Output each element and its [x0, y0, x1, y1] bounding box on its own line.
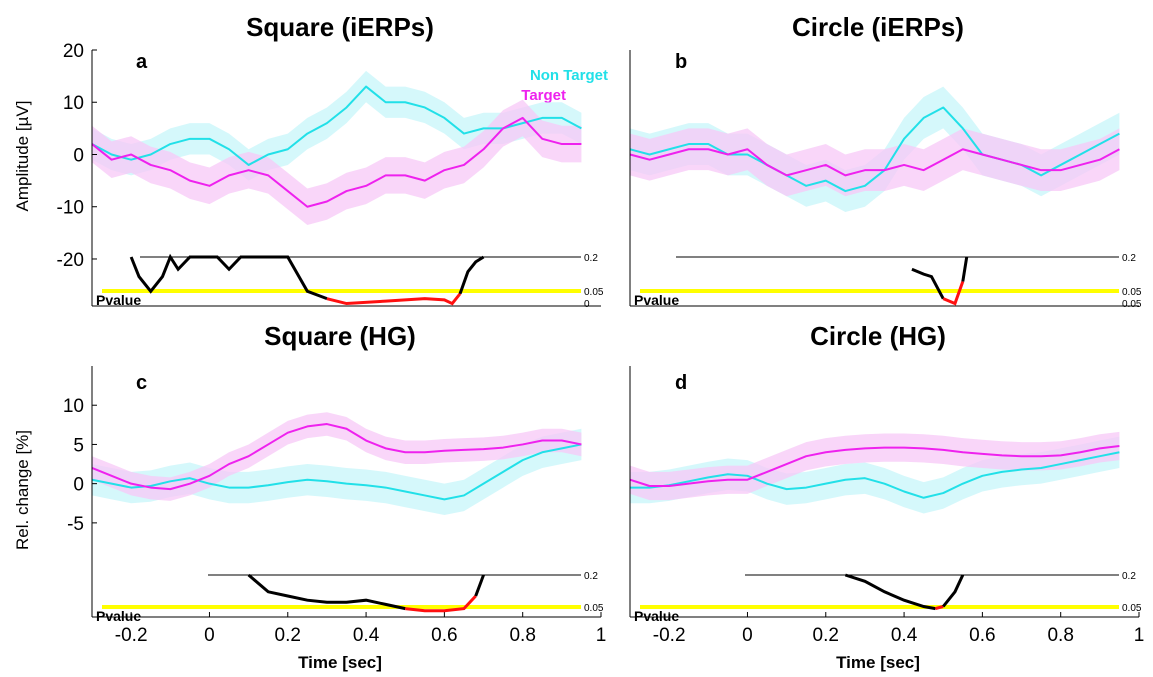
pvalue-curve	[474, 574, 485, 597]
pvalue-ref-label: 0.05	[1122, 299, 1142, 310]
series-line-non-target	[629, 106, 1120, 193]
panel-c: -5 0 5 10 -0.2 0 0.2 0.4 0.6 0.8 1 Pvalue 0.2 0.05	[63, 366, 606, 646]
pvalue-ref-label: 0.05	[1122, 603, 1142, 614]
panel-d: -0.2 0 0.2 0.4 0.6 0.8 1 Pvalue 0.2 0.05	[629, 366, 1145, 646]
legend-non-target: Non Target	[530, 67, 608, 84]
title-circle-ierps: Circle (iERPs)	[792, 12, 964, 42]
y-tick-label: 10	[63, 93, 84, 114]
y-tick-label: 0	[73, 475, 84, 496]
band-non-target	[92, 428, 582, 516]
x-axis-label-time-c: Time [sec]	[298, 653, 382, 672]
x-tick-label: 0.6	[969, 625, 995, 646]
pvalue-label: Pvalue	[96, 608, 141, 624]
x-tick-label: 0.2	[813, 625, 839, 646]
x-tick-label: 0.4	[891, 625, 918, 646]
pvalue-curve	[458, 255, 485, 295]
y-axis-label-rel-change: Rel. change [%]	[13, 430, 32, 550]
legend-target: Target	[521, 87, 566, 104]
pvalue-significant-segment	[405, 594, 477, 613]
pvalue-ref-label: 0.2	[584, 253, 598, 264]
x-tick-label: 0.2	[275, 625, 301, 646]
x-tick-label: 0	[742, 625, 753, 646]
pvalue-curve	[942, 574, 965, 608]
x-tick-label: -0.2	[115, 625, 148, 646]
y-tick-label: -5	[67, 514, 84, 535]
pvalue-ref-label: 0.05	[1122, 287, 1142, 298]
panel-letter-b: b	[675, 51, 687, 73]
x-tick-label: 0.6	[431, 625, 457, 646]
pvalue-label: Pvalue	[96, 292, 141, 308]
band-non-target	[630, 436, 1120, 514]
x-tick-label: 0	[204, 625, 215, 646]
band-target	[630, 431, 1120, 501]
pvalue-label: Pvalue	[634, 292, 679, 308]
x-tick-label: 1	[1134, 625, 1145, 646]
pvalue-curve	[961, 256, 969, 282]
band-target	[92, 412, 582, 501]
series-line-target	[91, 423, 582, 491]
pvalue-significant-segment	[942, 280, 965, 306]
x-tick-label: 0.4	[353, 625, 380, 646]
pvalue-label: Pvalue	[634, 608, 679, 624]
panel-letter-d: d	[675, 372, 687, 394]
pvalue-ref-label: 0.05	[584, 287, 604, 298]
y-axis-label-amplitude: Amplitude [µV]	[13, 101, 32, 212]
band-target	[92, 99, 582, 226]
title-square-ierps: Square (iERPs)	[246, 12, 434, 42]
pvalue-curve	[129, 253, 328, 301]
pvalue-ref-label: 0.2	[1122, 571, 1136, 582]
series-line-non-target	[91, 443, 582, 501]
y-tick-label: 0	[73, 145, 84, 166]
panel-letter-c: c	[136, 372, 147, 394]
series-line-target	[629, 148, 1120, 177]
y-tick-label: 10	[63, 396, 84, 417]
x-tick-label: 0.8	[1047, 625, 1073, 646]
pvalue-ref-label: 0	[584, 299, 590, 310]
panel-b: Pvalue 0.2 0.050.05	[629, 50, 1142, 310]
y-tick-label: -20	[57, 250, 84, 271]
pvalue-curve	[844, 573, 936, 611]
series-line-target	[91, 116, 582, 208]
pvalue-curve	[247, 573, 406, 611]
panel-letter-a: a	[136, 51, 148, 73]
x-axis-label-time-d: Time [sec]	[836, 653, 920, 672]
band-non-target	[92, 70, 582, 181]
x-tick-label: 0.8	[509, 625, 535, 646]
y-tick-label: -10	[57, 198, 84, 219]
series-line-target	[629, 445, 1120, 488]
pvalue-curve	[911, 267, 945, 300]
title-square-hg: Square (HG)	[264, 321, 416, 351]
x-tick-label: -0.2	[653, 625, 686, 646]
series-line-non-target	[630, 451, 1120, 499]
x-tick-label: 1	[596, 625, 607, 646]
pvalue-ref-label: 0.2	[1122, 253, 1136, 264]
pvalue-ref-label: 0.05	[584, 603, 604, 614]
pvalue-ref-label: 0.2	[584, 571, 598, 582]
y-tick-label: 20	[63, 41, 84, 62]
band-target	[630, 128, 1120, 197]
pvalue-significant-segment	[326, 292, 462, 306]
series-line-non-target	[91, 85, 582, 166]
title-circle-hg: Circle (HG)	[810, 321, 946, 351]
pvalue-significant-segment	[935, 605, 944, 611]
y-tick-label: 5	[73, 435, 84, 456]
